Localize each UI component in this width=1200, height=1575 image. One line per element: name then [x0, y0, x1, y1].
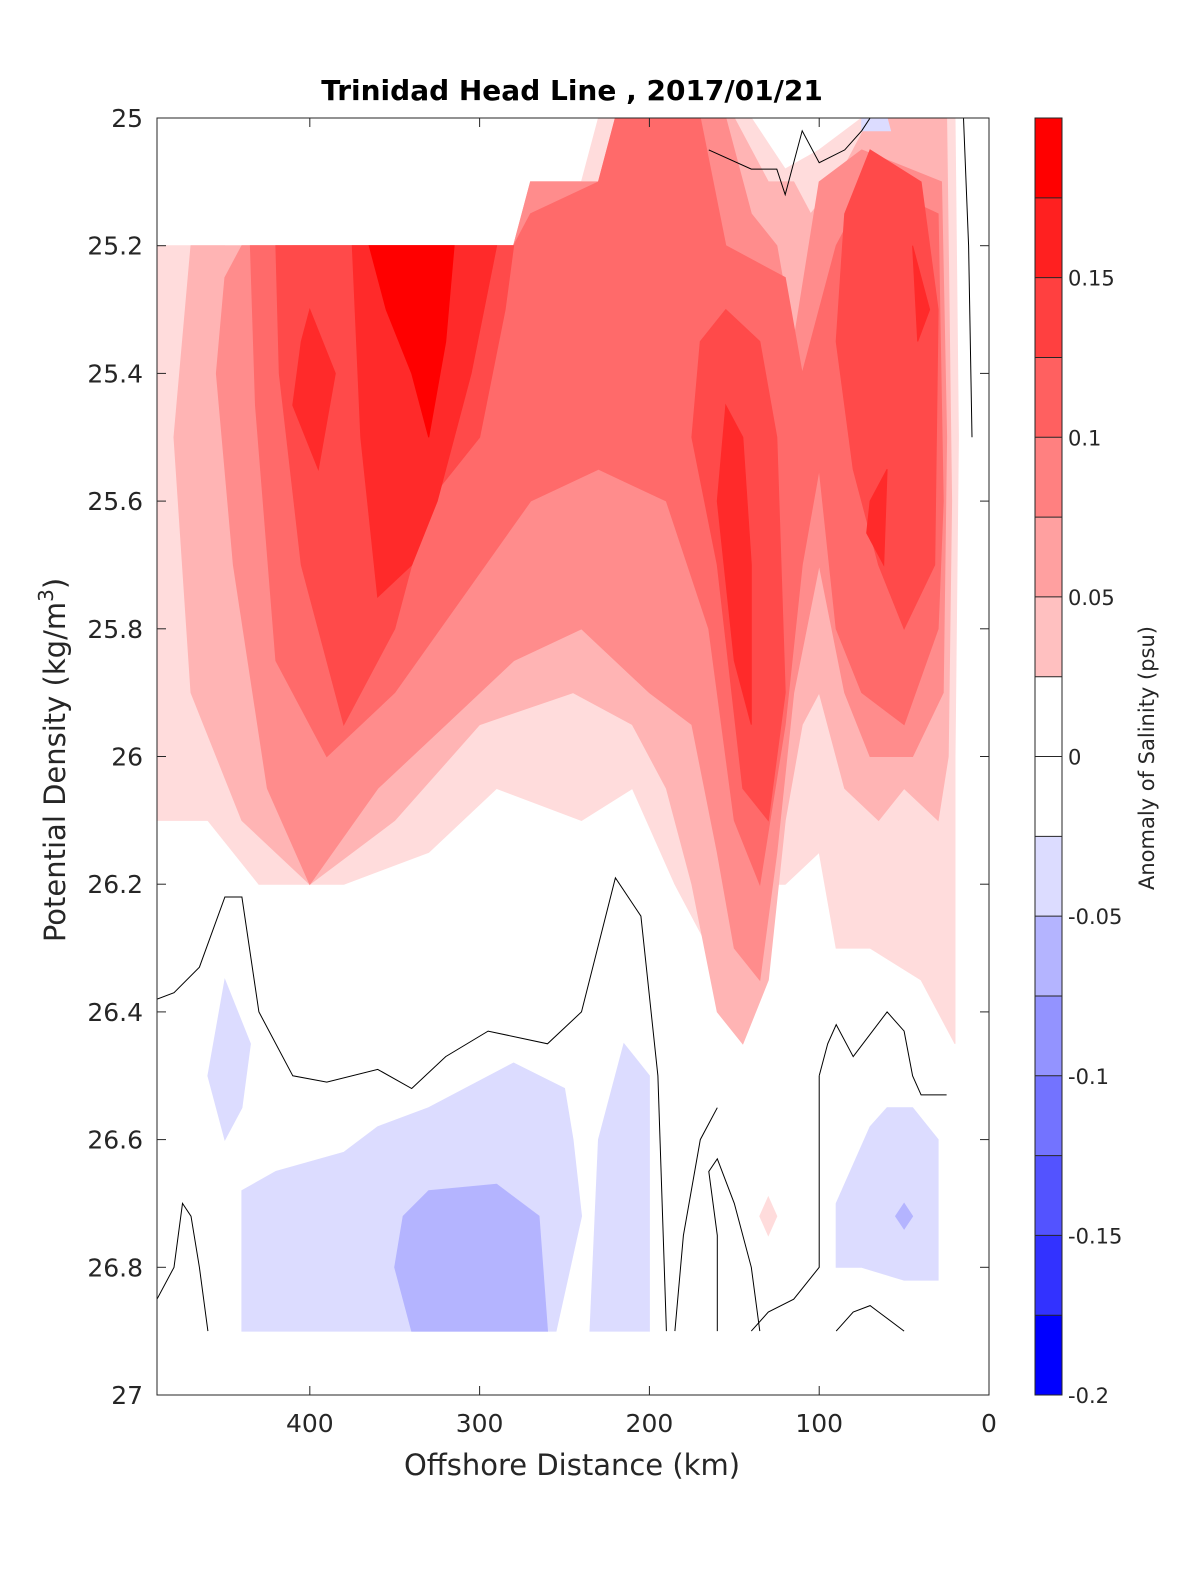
- y-tick-label: 26: [111, 743, 143, 772]
- colorbar-swatch: [1035, 836, 1062, 917]
- y-tick-label: 25: [111, 104, 143, 133]
- y-tick-label: 26.4: [87, 998, 143, 1027]
- contour-region-13: [207, 978, 251, 1141]
- x-tick-label: 0: [981, 1409, 997, 1438]
- y-tick-label: 26.2: [87, 870, 143, 899]
- colorbar-swatch: [1035, 916, 1062, 997]
- colorbar-swatch: [1035, 1235, 1062, 1316]
- contour-region-9: [716, 403, 752, 725]
- contour-region-7: [292, 308, 336, 472]
- contour-region-20: [759, 1195, 778, 1237]
- colorbar-swatch: [1035, 676, 1062, 757]
- y-axis-label: Potential Density (kg/m3): [34, 578, 72, 942]
- contour-region-10: [866, 468, 888, 567]
- colorbar-swatch: [1035, 437, 1062, 518]
- plot-area: [156, 117, 990, 1396]
- contour-region-19: [894, 1202, 914, 1230]
- colorbar-swatch: [1035, 1155, 1062, 1236]
- colorbar-tick-label: 0.05: [1068, 586, 1115, 610]
- zero-contour-lines: [157, 118, 973, 1332]
- y-tick-label: 25.8: [87, 615, 143, 644]
- colorbar-swatch: [1035, 995, 1062, 1077]
- x-tick-label: 400: [286, 1409, 334, 1438]
- x-tick-label: 200: [626, 1409, 674, 1438]
- colorbar-tick-label: -0.1: [1068, 1065, 1109, 1089]
- colorbar-swatch: [1035, 1315, 1062, 1396]
- y-axis-label-superscript: 3: [34, 589, 58, 602]
- colorbar-swatch: [1035, 277, 1062, 358]
- zero-contour-line-2: [708, 1157, 761, 1332]
- contour-region-12: [368, 245, 455, 438]
- y-tick-label: 25.4: [87, 359, 143, 388]
- zero-contour-line-0: [157, 876, 667, 1332]
- colorbar-swatch: [1035, 517, 1062, 598]
- colorbar-swatch: [1035, 596, 1062, 678]
- colorbar-swatch: [1035, 118, 1062, 199]
- colorbar-swatch: [1035, 1075, 1062, 1157]
- chart-title: Trinidad Head Line , 2017/01/21: [321, 74, 823, 107]
- colorbar-tick-label: 0.1: [1068, 426, 1101, 450]
- colorbar-swatch: [1035, 357, 1062, 438]
- x-tick-labels: 400 300 200 100 0: [286, 1409, 997, 1438]
- y-axis-label-close: ): [38, 578, 72, 589]
- zero-contour-line-6: [835, 1305, 905, 1332]
- zero-contour-line-4: [818, 1011, 947, 1096]
- zero-contour-line-5: [750, 1075, 820, 1332]
- y-tick-label: 25.2: [87, 232, 143, 261]
- plot-frame: [156, 117, 990, 1396]
- colorbar-tick-label: 0.15: [1068, 267, 1115, 291]
- zero-contour-line-1: [157, 1202, 209, 1332]
- colorbar-tick-label: -0.15: [1068, 1224, 1122, 1248]
- zero-contour-line-8: [963, 118, 973, 438]
- colorbar-tick-label: 0: [1068, 746, 1081, 770]
- y-tick-label: 26.6: [87, 1126, 143, 1155]
- contour-region-15: [589, 1042, 650, 1332]
- y-axis: 25 25.2 25.4 25.6 25.8 26 26.2 26.4 26.6 26.8 27 P…: [34, 104, 143, 1410]
- y-axis-label-main: Potential Density (kg/m: [38, 602, 72, 942]
- y-tick-label: 26.8: [87, 1253, 143, 1282]
- x-axis: 400 300 200 100 0 Offshore Distance (km): [286, 1409, 997, 1482]
- colorbar-label: Anomaly of Salinity (psu): [1135, 626, 1159, 890]
- x-axis-label: Offshore Distance (km): [404, 1448, 740, 1482]
- zero-contour-line-3: [674, 1107, 718, 1332]
- colorbar: 0.15 0.1 0.05 0 -0.05 -0.1 -0.15 -0.2 Anomaly o…: [1034, 117, 1159, 1408]
- x-tick-label: 300: [456, 1409, 504, 1438]
- zero-contour-line-7: [708, 118, 871, 197]
- colorbar-frame: [1034, 117, 1063, 1396]
- colorbar-swatch: [1035, 756, 1062, 837]
- colorbar-tick-label: -0.2: [1068, 1384, 1109, 1408]
- contour-region-18: [394, 1183, 549, 1332]
- y-tick-label: 25.6: [87, 487, 143, 516]
- colorbar-tick-label: -0.05: [1068, 905, 1122, 929]
- filled-contour-regions: [157, 118, 959, 1332]
- y-tick-labels: 25 25.2 25.4 25.6 25.8 26 26.2 26.4 26.6 26.8 27: [87, 104, 143, 1410]
- colorbar-swatches: [1035, 118, 1062, 1396]
- y-tick-label: 27: [111, 1381, 143, 1410]
- x-tick-label: 100: [795, 1409, 843, 1438]
- contour-region-16: [835, 1107, 939, 1281]
- contour-region-17: [861, 118, 892, 132]
- contour-region-11: [912, 245, 931, 342]
- contour-region-6: [835, 149, 939, 631]
- colorbar-ticks: 0.15 0.1 0.05 0 -0.05 -0.1 -0.15 -0.2: [1068, 267, 1122, 1408]
- colorbar-swatch: [1035, 197, 1062, 279]
